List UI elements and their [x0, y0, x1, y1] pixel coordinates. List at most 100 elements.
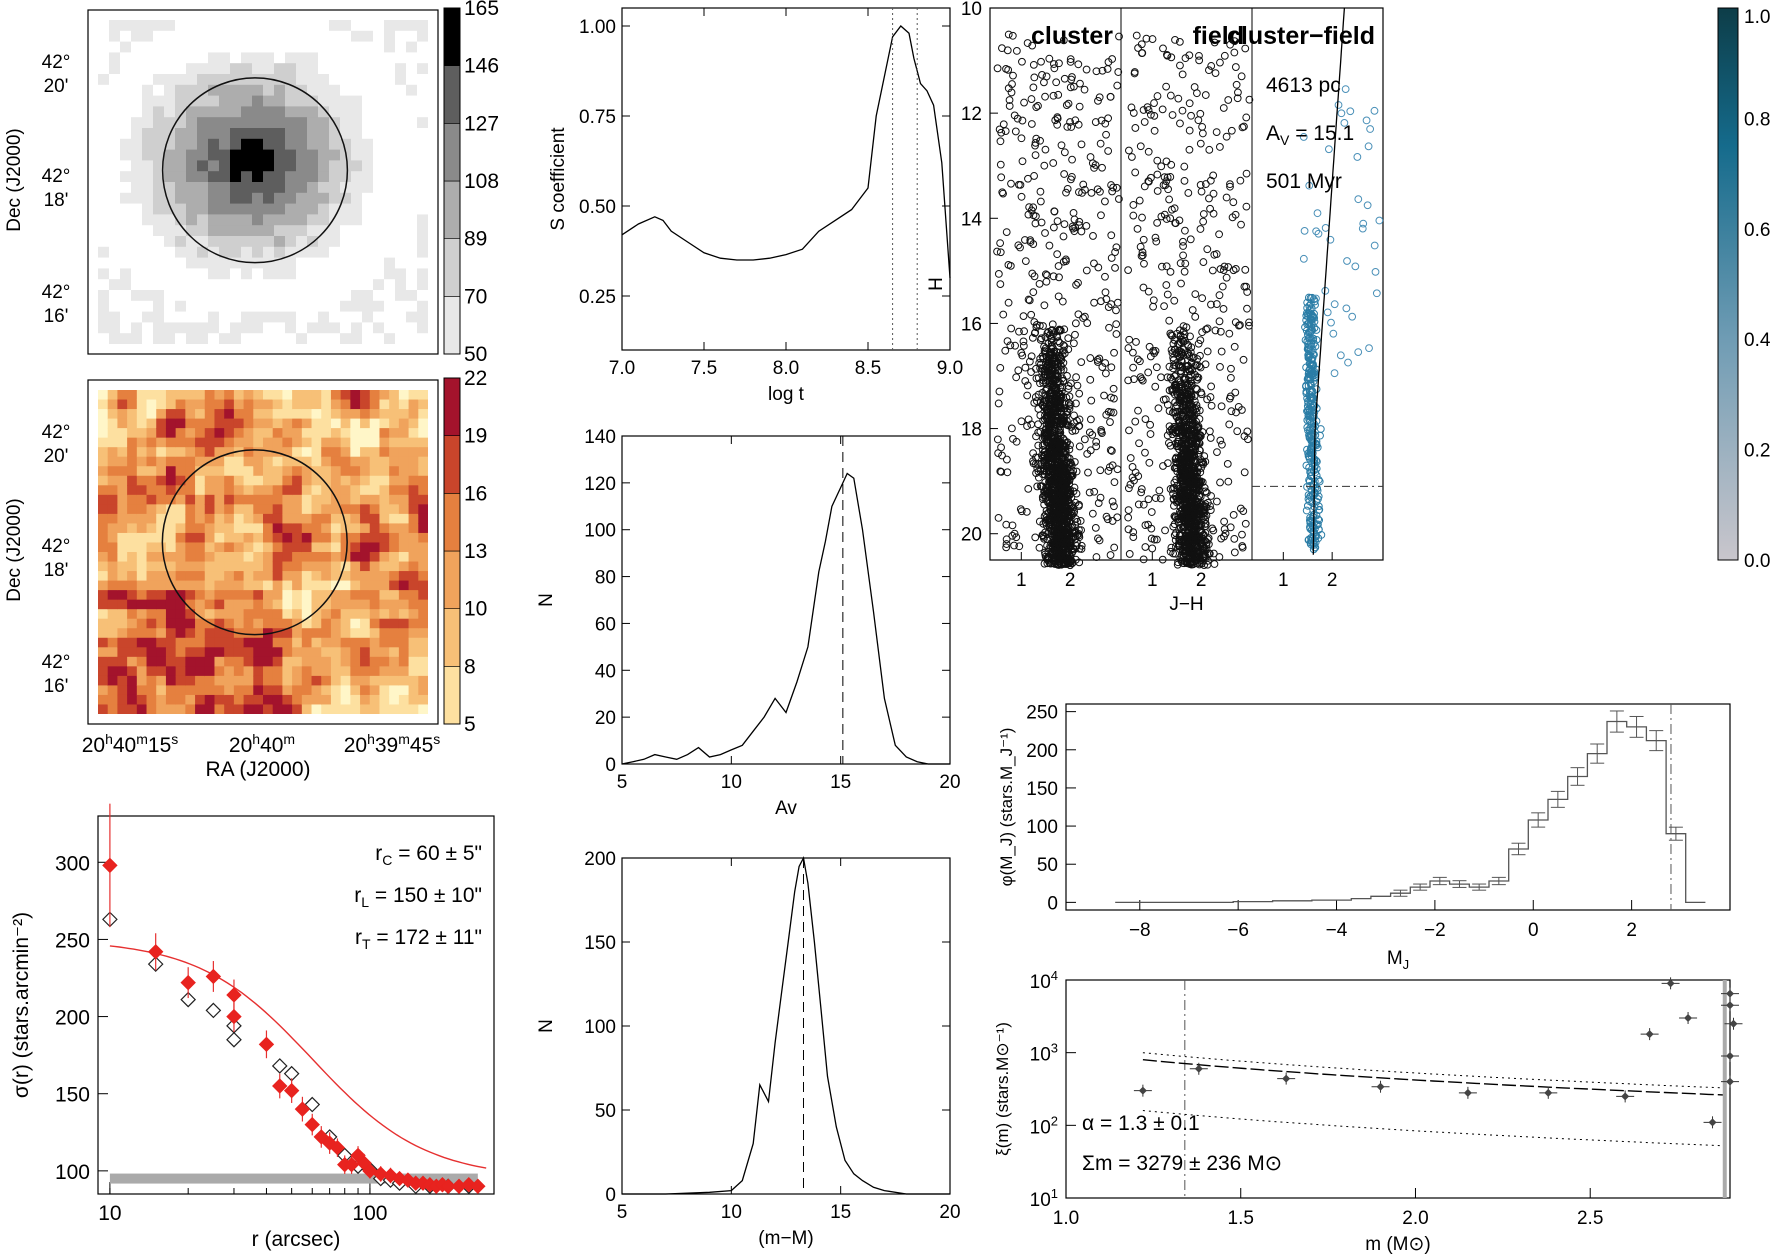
cmd-star	[1176, 553, 1185, 562]
cmd-star	[1043, 554, 1052, 562]
density-cell	[153, 333, 165, 344]
cmd-star	[1053, 250, 1062, 259]
extinction-cell	[243, 666, 254, 677]
extinction-cell	[165, 599, 177, 610]
extinction-cell	[272, 409, 284, 420]
dm_hist-ytick-label: 50	[595, 1101, 616, 1122]
extinction-cell	[98, 428, 109, 439]
extinction-cell	[418, 428, 428, 439]
extinction-cell	[253, 656, 264, 667]
density-cell	[340, 160, 352, 172]
dm_hist-xtick-label: 15	[830, 1202, 851, 1223]
extinction-cell	[165, 428, 177, 439]
density-cell	[208, 128, 220, 140]
extinction-cell	[127, 513, 138, 525]
cmd-star	[995, 387, 1004, 396]
density-cell	[318, 279, 330, 291]
cmd-star	[1041, 92, 1049, 101]
density-cell	[153, 84, 165, 97]
extinction-cell	[175, 418, 186, 429]
density-cell	[296, 182, 308, 194]
density-cell	[351, 149, 363, 161]
cmd-star	[1022, 507, 1031, 516]
density-cell	[318, 74, 330, 86]
density-cell	[362, 74, 374, 86]
density-cell	[186, 74, 198, 86]
dm_hist-ylabel: N	[536, 1019, 557, 1033]
extinction-cell	[369, 580, 381, 591]
density-cell	[406, 182, 418, 194]
density-cell	[395, 128, 407, 140]
density-cell	[197, 41, 209, 53]
cmd-star	[1052, 352, 1060, 361]
extinction-cell	[389, 475, 400, 486]
extinction-cell	[369, 466, 381, 477]
cmd-star	[1177, 356, 1186, 365]
extinction-cell	[195, 571, 206, 582]
extinction-cell	[263, 571, 274, 582]
density-cell	[318, 84, 330, 97]
density-cell	[131, 322, 143, 334]
density-cell	[175, 30, 187, 43]
density-cell	[241, 171, 253, 183]
cmd-star	[1076, 517, 1085, 525]
extinction-cell	[360, 694, 371, 706]
extinction-cell	[195, 418, 206, 429]
density-cell	[98, 30, 110, 43]
extinction-cell	[311, 456, 322, 467]
cmd-star	[1201, 519, 1210, 528]
extinction-cell	[360, 542, 371, 553]
density-cell	[384, 52, 396, 64]
density-cell	[263, 268, 275, 280]
extinction-cell	[98, 647, 109, 658]
extinction-cell	[301, 571, 313, 582]
extinction-cell	[136, 485, 148, 496]
extinction-cell	[369, 666, 381, 677]
extinction-cell	[98, 475, 109, 486]
cmd-star	[1036, 427, 1045, 436]
extinction-cell	[311, 618, 322, 629]
density-cell	[417, 171, 428, 183]
extinction-cell	[311, 571, 322, 582]
cmd-star	[1110, 348, 1118, 357]
extinction-cell	[146, 390, 157, 401]
density-cell	[340, 246, 352, 259]
density-cell	[131, 84, 143, 97]
cmd-star	[1047, 478, 1055, 487]
density-cell	[164, 257, 176, 269]
extinction-cell	[418, 675, 428, 687]
extinction-cell	[224, 580, 235, 591]
density-cell	[395, 322, 407, 334]
extinction-cell	[127, 428, 138, 439]
extinction-cell	[146, 675, 157, 687]
cmd-star	[1051, 116, 1060, 125]
extinction-cell	[282, 513, 293, 525]
cmd-star	[1074, 278, 1082, 287]
density-cell	[351, 290, 363, 302]
density-cell	[329, 311, 341, 323]
extinction-cell	[214, 437, 225, 448]
density-cell	[263, 30, 275, 43]
density-cell	[340, 41, 352, 53]
extinction-cell	[243, 685, 254, 696]
density-cell	[384, 20, 396, 32]
extinction-cell	[321, 571, 332, 582]
radial-ytick-label: 250	[55, 929, 90, 952]
cmd-star	[1066, 57, 1075, 66]
cmd-star	[1009, 71, 1017, 80]
density-cell	[329, 236, 341, 248]
density-cell	[230, 52, 242, 64]
extinction-cell	[418, 609, 428, 620]
cmd-star	[1112, 306, 1120, 315]
extinction-cell	[360, 590, 371, 601]
extinction-cell	[214, 704, 225, 714]
density-cell	[230, 322, 242, 334]
density-cell	[351, 182, 363, 194]
density-cell	[197, 257, 209, 269]
extinction-cell	[136, 637, 148, 648]
extinction-cell	[350, 456, 361, 467]
density-cell	[230, 311, 242, 323]
density-cell	[263, 52, 275, 64]
density-cell	[208, 106, 220, 118]
density-cell	[241, 257, 253, 269]
